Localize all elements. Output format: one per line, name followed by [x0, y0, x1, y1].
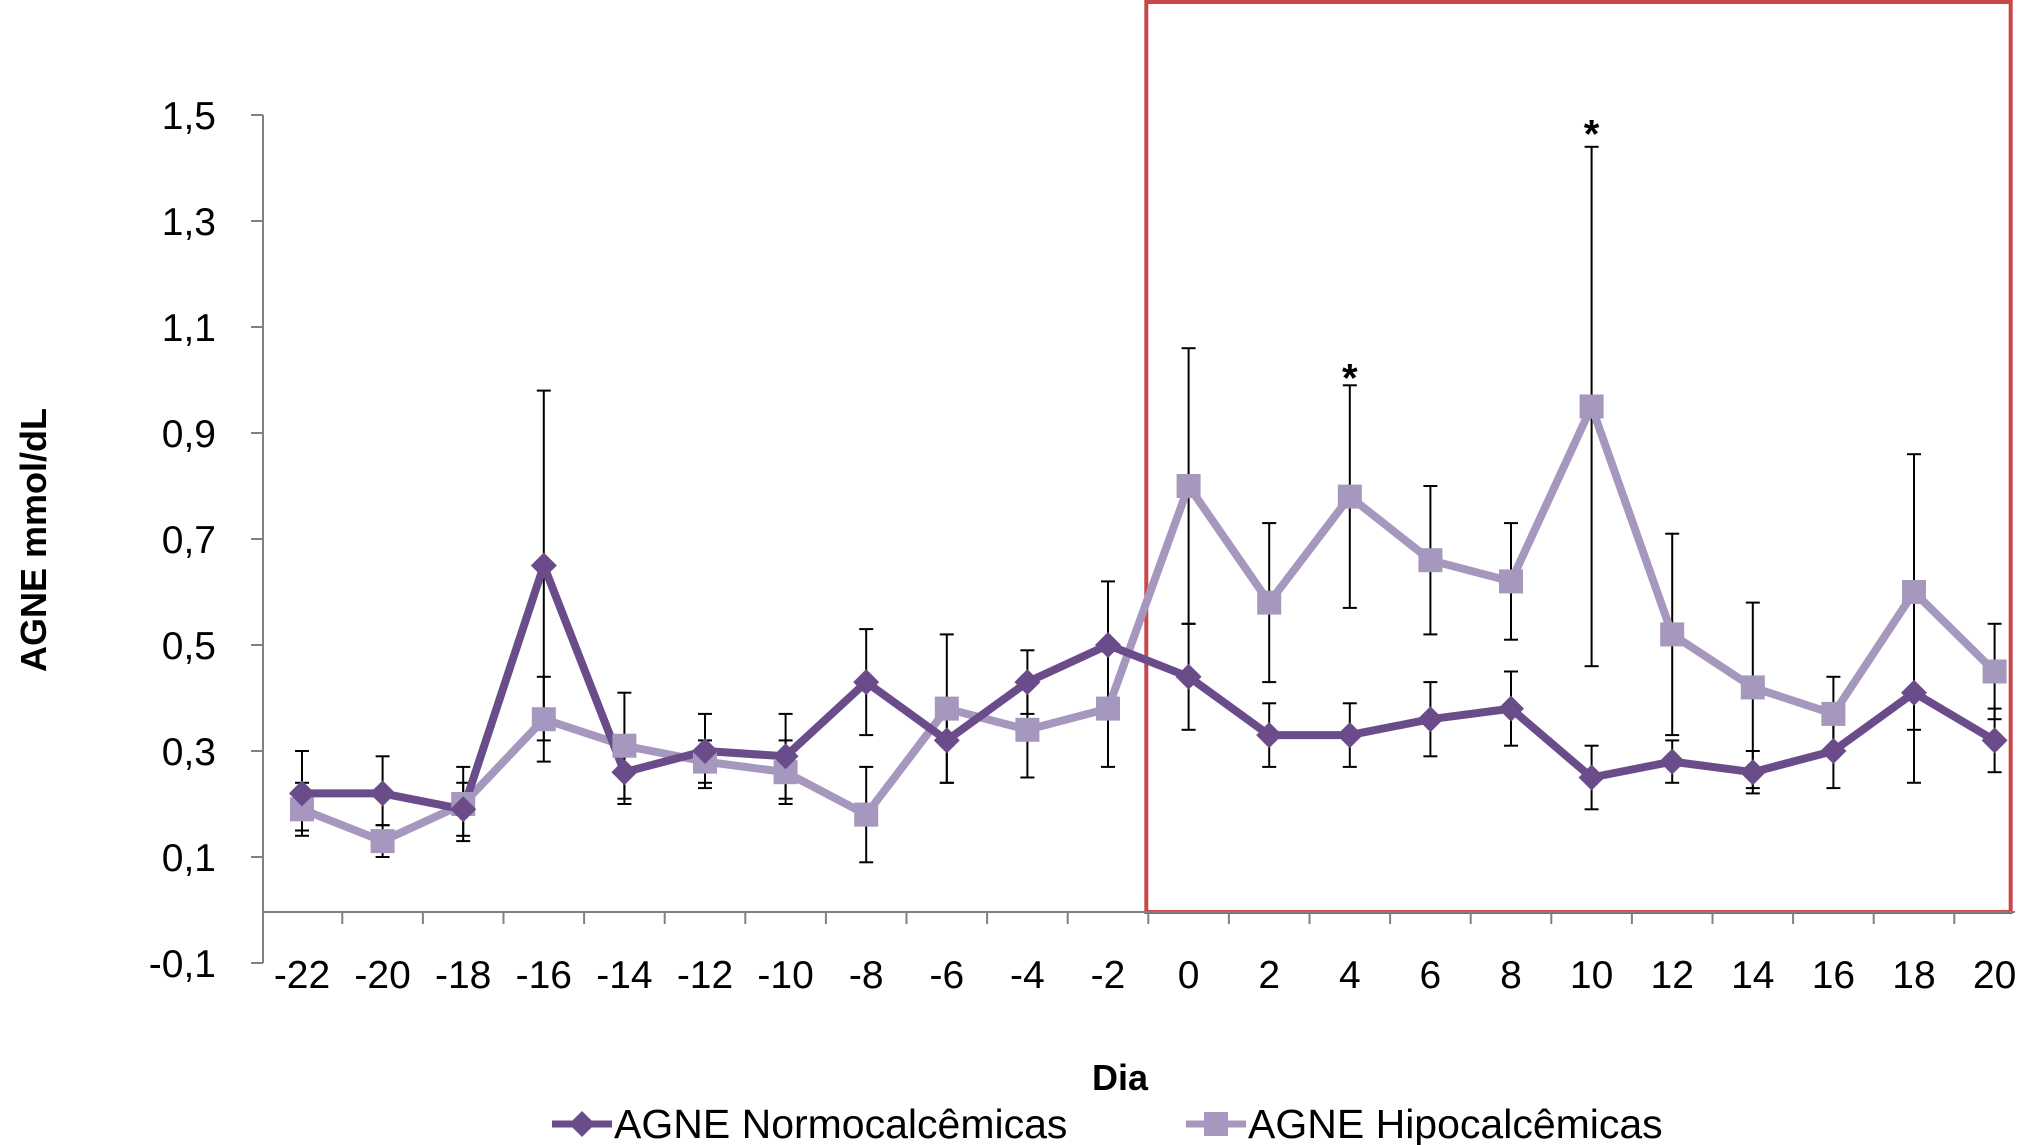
- diamond-marker: [289, 780, 315, 807]
- legend-item-hipocalcemicas: AGNE Hipocalcêmicas: [1186, 1101, 1663, 1145]
- highlight-box: [1144, 0, 2013, 914]
- square-marker: [1660, 622, 1685, 647]
- x-tick-label: -4: [1010, 954, 1045, 997]
- x-axis-title: Dia: [1092, 1057, 1149, 1098]
- diamond-marker: [1901, 679, 1927, 706]
- diamond-marker: [933, 727, 960, 754]
- x-tick-label: 4: [1339, 954, 1361, 997]
- significance-mark: *: [1342, 356, 1358, 400]
- x-tick-label: -18: [435, 954, 491, 997]
- diamond-marker: [1014, 669, 1041, 696]
- square-marker: [854, 802, 879, 827]
- square-marker: [1015, 717, 1040, 742]
- square-marker: [934, 696, 959, 721]
- diamond-marker: [369, 780, 396, 807]
- square-marker: [370, 829, 395, 854]
- diamond-marker: [692, 738, 718, 764]
- square-marker: [1176, 474, 1201, 498]
- series-lines: [300, 402, 1998, 846]
- x-tick-label: -6: [929, 954, 964, 997]
- y-tick-label: 1,1: [162, 307, 216, 350]
- x-tick-label: 6: [1420, 954, 1442, 997]
- axes: [262, 115, 2015, 963]
- y-tick-label: 0,9: [162, 413, 216, 456]
- square-marker: [531, 707, 556, 732]
- legend-item-normocalcemicas: AGNE Normocalcêmicas: [552, 1101, 1067, 1145]
- diamond-marker: [530, 552, 557, 579]
- diamond-marker: [1739, 759, 1766, 786]
- y-axis-title: AGNE mmol/dL: [13, 408, 54, 672]
- x-tick-label: -20: [354, 954, 410, 997]
- series-line-hipocalcemicas: [300, 402, 1998, 846]
- y-tick-label: 1,5: [162, 95, 216, 138]
- x-tick-label: 10: [1570, 954, 1613, 997]
- square-marker: [1902, 580, 1926, 604]
- x-tick-label: -16: [516, 954, 572, 997]
- diamond-marker: [611, 759, 638, 786]
- square-marker: [1418, 548, 1443, 573]
- square-marker: [1257, 590, 1282, 615]
- y-tick-label: 0,3: [162, 731, 216, 774]
- square-marker: [1096, 696, 1120, 721]
- square-marker: [1821, 701, 1846, 726]
- square-marker: [1982, 659, 2007, 684]
- x-ticks: -22 -20 -18 -16 -14 -12 -10 -8 -6 -4 -2 0 2 4 6 8 10 12 14…: [274, 912, 2016, 997]
- x-tick-label: 0: [1178, 954, 1200, 997]
- x-tick-label: -22: [274, 954, 330, 997]
- diamond-marker: [1175, 663, 1202, 690]
- x-tick-label: 2: [1258, 954, 1280, 997]
- y-tick-label: 0,7: [162, 519, 216, 562]
- y-tick-label: -0,1: [149, 943, 216, 986]
- diamond-marker: [853, 669, 880, 696]
- square-marker: [612, 733, 637, 758]
- diamond-marker: [1498, 695, 1524, 722]
- x-tick-label: 18: [1892, 954, 1935, 997]
- legend-label-normocalcemicas: AGNE Normocalcêmicas: [614, 1101, 1067, 1145]
- diamond-marker: [1981, 727, 2008, 754]
- x-tick-label: 14: [1731, 954, 1774, 997]
- legend-label-hipocalcemicas: AGNE Hipocalcêmicas: [1248, 1101, 1663, 1145]
- series-markers: [289, 394, 2008, 854]
- diamond-marker: [1336, 722, 1363, 749]
- annotations: **: [1342, 113, 1600, 401]
- series-line-normocalcemicas: [302, 561, 1997, 814]
- y-tick-label: 0,5: [162, 625, 216, 668]
- x-tick-label: -10: [757, 954, 813, 997]
- diamond-marker: [450, 796, 477, 823]
- x-tick-label: -2: [1091, 954, 1126, 997]
- diamond-marker: [1256, 722, 1283, 749]
- y-ticks: -0,1 0,1 0,3 0,5 0,7 0,9 1,1 1,3 1,5: [149, 95, 263, 986]
- highlight-region: [1144, 0, 2013, 914]
- square-icon: [1204, 1112, 1228, 1136]
- diamond-marker: [772, 743, 799, 770]
- square-marker: [1579, 394, 1604, 419]
- x-tick-label: -14: [596, 954, 652, 997]
- square-marker: [1740, 675, 1765, 700]
- x-tick-label: 16: [1812, 954, 1855, 997]
- y-tick-label: 1,3: [162, 201, 216, 244]
- square-marker: [1499, 569, 1523, 594]
- significance-mark: *: [1584, 113, 1600, 157]
- x-tick-label: 20: [1973, 954, 2016, 997]
- x-tick-label: -12: [677, 954, 733, 997]
- diamond-icon: [569, 1111, 595, 1137]
- legend: AGNE Normocalcêmicas AGNE Hipocalcêmicas: [552, 1101, 1663, 1145]
- y-tick-label: 0,1: [162, 837, 216, 880]
- diamond-marker: [1659, 748, 1686, 775]
- square-marker: [1337, 484, 1362, 509]
- x-tick-label: 12: [1651, 954, 1694, 997]
- diamond-marker: [1417, 706, 1444, 733]
- x-tick-label: 8: [1500, 954, 1522, 997]
- diamond-marker: [1578, 764, 1605, 791]
- x-tick-label: -8: [849, 954, 884, 997]
- diamond-marker: [1095, 632, 1121, 658]
- diamond-marker: [1820, 738, 1847, 764]
